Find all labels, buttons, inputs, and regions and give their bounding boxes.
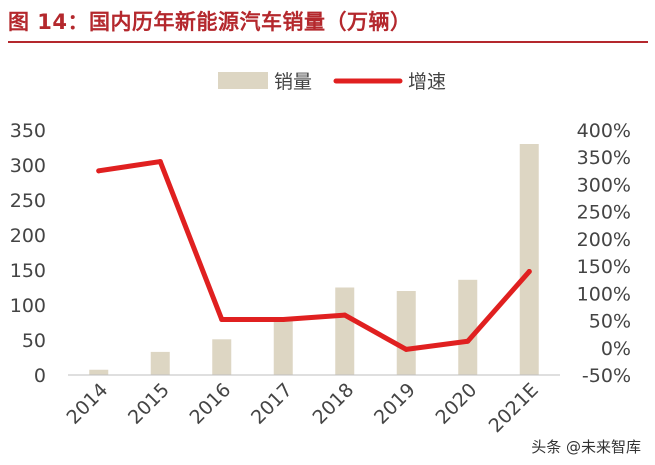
bar bbox=[273, 320, 293, 375]
bar bbox=[335, 287, 355, 375]
x-tick-label: 2016 bbox=[186, 379, 236, 429]
legend-swatch-bar bbox=[218, 72, 268, 89]
y-left-tick-label: 50 bbox=[22, 330, 46, 352]
line-point bbox=[465, 338, 471, 344]
y-left-tick-label: 250 bbox=[10, 190, 46, 212]
y-left-tick-label: 0 bbox=[34, 365, 46, 387]
legend-label-bar: 销量 bbox=[274, 71, 312, 93]
bar bbox=[212, 339, 232, 375]
y-left-tick-label: 150 bbox=[10, 260, 46, 282]
x-tick-label: 2014 bbox=[63, 379, 113, 429]
line-point bbox=[280, 316, 286, 322]
x-tick-label: 2019 bbox=[370, 379, 420, 429]
growth-line bbox=[96, 159, 532, 352]
y-right-tick-label: 300% bbox=[577, 174, 631, 196]
line-point bbox=[526, 269, 532, 275]
bar-series bbox=[89, 144, 539, 375]
watermark: 头条 @未来智库 bbox=[527, 435, 645, 458]
bar bbox=[458, 279, 478, 375]
line-point bbox=[219, 316, 225, 322]
y-right-tick-label: 250% bbox=[577, 202, 631, 224]
line-series bbox=[96, 159, 532, 352]
line-point bbox=[157, 159, 163, 165]
y-right-tick-label: 400% bbox=[577, 120, 631, 142]
y-left-tick-label: 100 bbox=[10, 295, 46, 317]
bar bbox=[396, 291, 416, 375]
y-right-tick-label: 200% bbox=[577, 229, 631, 251]
y-right-tick-label: 0% bbox=[601, 338, 631, 360]
legend-label-line: 增速 bbox=[408, 71, 446, 93]
right-axis-ticks: -50% 0% 50% 100% 150% 200% 250% 300% 350% 400% bbox=[577, 120, 631, 387]
y-left-tick-label: 300 bbox=[10, 155, 46, 177]
y-left-tick-label: 350 bbox=[10, 120, 46, 142]
x-tick-label: 2018 bbox=[309, 379, 359, 429]
line-point bbox=[403, 346, 409, 352]
x-tick-label: 2015 bbox=[124, 379, 174, 429]
chart-title: 图 14：国内历年新能源汽车销量（万辆） bbox=[8, 10, 412, 34]
y-left-tick-label: 200 bbox=[10, 225, 46, 247]
bar bbox=[519, 144, 539, 375]
left-axis-ticks: 0 50 100 150 200 250 300 350 bbox=[10, 120, 46, 387]
line-point bbox=[96, 168, 102, 174]
x-tick-label: 2017 bbox=[247, 379, 297, 429]
x-axis-ticks: 2014 2015 2016 2017 2018 2019 2020 2021E bbox=[63, 379, 543, 437]
line-point bbox=[342, 312, 348, 318]
y-right-tick-label: 50% bbox=[589, 311, 631, 333]
legend: 销量 增速 bbox=[218, 71, 446, 93]
x-tick-label: 2021E bbox=[485, 379, 543, 437]
title-rule bbox=[8, 41, 648, 43]
y-right-tick-label: -50% bbox=[582, 365, 631, 387]
y-right-tick-label: 100% bbox=[577, 283, 631, 305]
x-tick-label: 2020 bbox=[432, 379, 482, 429]
bar bbox=[150, 351, 170, 375]
y-right-tick-label: 150% bbox=[577, 256, 631, 278]
y-right-tick-label: 350% bbox=[577, 147, 631, 169]
bar bbox=[89, 369, 109, 375]
